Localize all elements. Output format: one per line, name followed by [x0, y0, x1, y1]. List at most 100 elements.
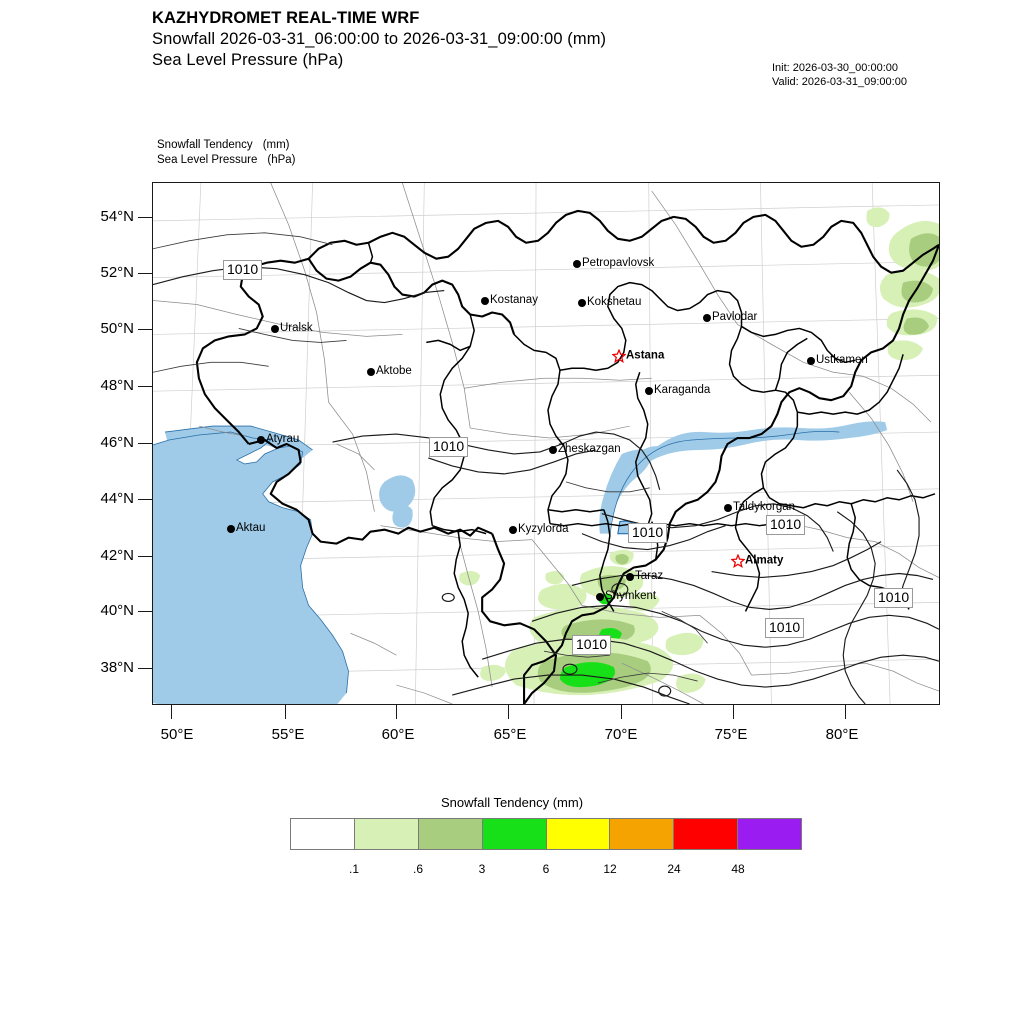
isobar-value-label: 1010	[429, 437, 469, 457]
caption-slp-name: Sea Level Pressure	[157, 154, 258, 166]
init-time-label: Init: 2026-03-30_00:00:00	[772, 62, 898, 74]
chart-header: KAZHYDROMET REAL-TIME WRF Snowfall 2026-…	[152, 8, 852, 71]
lat-label: 46°N	[100, 434, 134, 451]
city-label: Ustkamen	[816, 354, 868, 366]
city-dot-icon	[645, 386, 653, 395]
city-dot-icon	[549, 445, 557, 454]
caption-snowfall-unit: (mm)	[262, 139, 290, 151]
weather-map[interactable]	[152, 182, 940, 705]
colorbar-swatch-4[interactable]	[545, 819, 610, 849]
colorbar-tick-label: 3	[478, 862, 486, 876]
caption-snowfall-name: Snowfall Tendency	[157, 139, 253, 151]
isobar-contours	[153, 232, 939, 704]
field-caption: Snowfall Tendency (mm) Sea Level Pressure…	[157, 138, 296, 168]
lat-tick	[138, 556, 152, 557]
city-label: Aktobe	[376, 365, 412, 377]
isobar-value-label: 1010	[874, 588, 914, 608]
city-label: Astana	[626, 349, 665, 362]
city-label: Taraz	[635, 570, 664, 582]
isobar-value-label: 1010	[765, 618, 805, 638]
colorbar-swatch-6[interactable]	[673, 819, 738, 849]
lon-tick	[171, 705, 172, 719]
city-marker-astana[interactable]: Astana	[612, 349, 664, 363]
valid-time-label: Valid: 2026-03-31_09:00:00	[772, 75, 907, 88]
lat-tick	[138, 386, 152, 387]
city-dot-icon	[257, 435, 265, 444]
city-dot-icon	[703, 313, 711, 322]
colorbar-swatch-0[interactable]	[291, 819, 354, 849]
city-dot-icon	[807, 356, 815, 365]
lat-label: 40°N	[100, 602, 134, 619]
isobar-value-label: 1010	[628, 523, 668, 543]
colorbar-tick-label: 12	[603, 862, 617, 876]
city-dot-icon	[227, 524, 235, 533]
city-marker-aktobe[interactable]: Aktobe	[367, 365, 412, 378]
lon-label: 55°E	[271, 726, 305, 743]
colorbar-swatch-1[interactable]	[353, 819, 418, 849]
colorbar[interactable]	[290, 818, 802, 850]
colorbar-swatch-2[interactable]	[417, 819, 482, 849]
lat-label: 54°N	[100, 208, 134, 225]
header-subtitle-slp: Sea Level Pressure (hPa)	[152, 51, 344, 69]
caption-snowfall-row: Snowfall Tendency (mm)	[157, 138, 296, 153]
colorbar-tick-label: 24	[667, 862, 681, 876]
city-marker-pavlodar[interactable]: Pavlodar	[703, 311, 758, 324]
city-dot-icon	[509, 525, 517, 534]
lat-tick	[138, 611, 152, 612]
lon-label: 50°E	[160, 726, 194, 743]
city-marker-atyrau[interactable]: Atyrau	[257, 433, 300, 446]
lon-tick	[285, 705, 286, 719]
lat-label: 38°N	[100, 659, 134, 676]
model-run-info: Init: 2026-03-30_00:00:00 Valid: 2026-03…	[772, 62, 907, 89]
lat-label: 50°N	[100, 320, 134, 337]
caption-slp-row: Sea Level Pressure (hPa)	[157, 153, 296, 168]
isobar-value-label: 1010	[766, 515, 806, 535]
map-canvas	[153, 183, 939, 704]
lon-label: 60°E	[381, 726, 415, 743]
isobar-value-label: 1010	[572, 635, 612, 655]
city-label: Uralsk	[280, 322, 313, 334]
city-label: Kyzylorda	[518, 523, 569, 535]
city-dot-icon	[596, 592, 604, 601]
isobar-value-label: 1010	[223, 260, 263, 280]
capital-star-icon	[612, 349, 626, 363]
city-marker-kostanay[interactable]: Kostanay	[481, 294, 538, 307]
city-dot-icon	[578, 298, 586, 307]
city-marker-karaganda[interactable]: Karaganda	[645, 384, 710, 397]
city-label: Kokshetau	[587, 296, 642, 308]
lat-tick	[138, 668, 152, 669]
lon-label: 80°E	[825, 726, 859, 743]
city-label: Zheskazgan	[558, 443, 621, 455]
lon-tick	[845, 705, 846, 719]
city-marker-kokshetau[interactable]: Kokshetau	[578, 296, 642, 309]
city-dot-icon	[626, 572, 634, 581]
city-marker-taldykorgan[interactable]: Taldykorgan	[724, 501, 796, 514]
city-dot-icon	[367, 367, 375, 376]
city-marker-petropavlovsk[interactable]: Petropavlovsk	[573, 257, 654, 270]
colorbar-tick-label: 48	[731, 862, 745, 876]
colorbar-swatch-3[interactable]	[481, 819, 546, 849]
city-marker-ustkamen[interactable]: Ustkamen	[807, 354, 868, 367]
city-label: Aktau	[236, 522, 266, 534]
colorbar-tick-label: .6	[412, 862, 423, 876]
lat-tick	[138, 499, 152, 500]
city-marker-zheskazgan[interactable]: Zheskazgan	[549, 443, 621, 456]
city-label: Taldykorgan	[733, 501, 796, 513]
city-marker-kyzylorda[interactable]: Kyzylorda	[509, 523, 569, 536]
city-marker-shymkent[interactable]: Shymkent	[596, 590, 656, 603]
lon-tick	[396, 705, 397, 719]
colorbar-swatch-7[interactable]	[737, 819, 801, 849]
city-marker-almaty[interactable]: Almaty	[731, 554, 783, 568]
city-marker-taraz[interactable]: Taraz	[626, 570, 664, 583]
lat-tick	[138, 443, 152, 444]
city-label: Pavlodar	[712, 311, 758, 323]
city-label: Almaty	[745, 554, 784, 567]
colorbar-swatch-5[interactable]	[609, 819, 674, 849]
city-marker-aktau[interactable]: Aktau	[227, 522, 266, 535]
city-label: Kostanay	[490, 294, 538, 306]
lon-tick	[733, 705, 734, 719]
colorbar-ticks: .1 .6 3 6 12 24 48	[290, 862, 802, 880]
city-label: Atyrau	[266, 433, 300, 445]
lon-tick	[621, 705, 622, 719]
city-marker-uralsk[interactable]: Uralsk	[271, 322, 313, 335]
